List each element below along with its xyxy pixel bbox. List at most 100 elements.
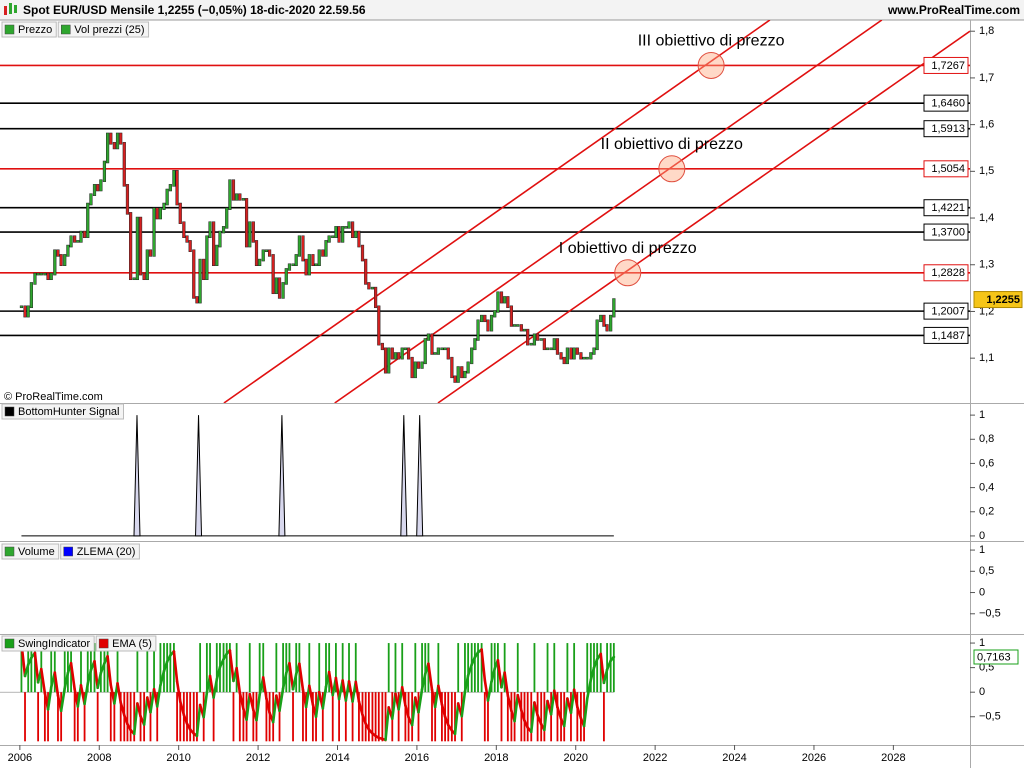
ema-segment xyxy=(215,665,222,681)
candle xyxy=(360,244,365,262)
swing-bar xyxy=(80,643,82,693)
legend-label: Prezzo xyxy=(18,24,52,36)
candle xyxy=(268,249,272,257)
ema-segment xyxy=(437,684,444,706)
swing-bar xyxy=(222,643,225,693)
candle xyxy=(400,347,404,360)
signal-spike xyxy=(133,415,141,537)
swing-bar xyxy=(189,692,192,742)
swing-bar xyxy=(47,692,49,742)
swing-bar xyxy=(53,643,56,693)
ema-segment xyxy=(261,676,268,700)
ema-segment xyxy=(463,674,470,693)
ema-segment xyxy=(480,648,487,682)
ema-segment xyxy=(122,713,129,726)
target-circle xyxy=(697,51,725,79)
swing-bar xyxy=(199,643,202,693)
swing-bar xyxy=(500,692,503,742)
target-label: I obiettivo di prezzo xyxy=(559,240,697,257)
level-label-box xyxy=(923,199,969,217)
ema-segment xyxy=(552,689,559,709)
candle xyxy=(426,333,431,341)
legend-swatch xyxy=(61,24,71,35)
ema-segment xyxy=(175,680,182,703)
candle xyxy=(406,347,411,360)
swing-bar xyxy=(473,643,476,693)
swing-bar xyxy=(477,643,479,693)
candle xyxy=(493,310,497,318)
level-label-box xyxy=(923,160,969,178)
swing-bar xyxy=(364,692,367,742)
swing-bar xyxy=(348,643,350,693)
swing-bar xyxy=(66,643,69,693)
candle xyxy=(592,347,596,355)
ema-segment xyxy=(520,709,526,722)
ema-segment xyxy=(361,713,367,725)
candle xyxy=(29,282,33,309)
candle xyxy=(56,249,60,257)
swing-bar xyxy=(367,692,370,742)
candle xyxy=(46,272,50,281)
candle xyxy=(436,347,440,355)
candle xyxy=(466,361,470,374)
swing-bar xyxy=(381,692,384,742)
swing-bar xyxy=(129,692,132,742)
swing-bar xyxy=(377,692,380,742)
legend-swatch xyxy=(4,24,15,35)
candle xyxy=(337,226,341,243)
candle xyxy=(19,305,24,309)
candle xyxy=(221,226,226,234)
candle xyxy=(334,226,338,238)
swing-bar xyxy=(113,692,116,742)
app-icon xyxy=(4,3,17,15)
y-tick-label: −0,5 xyxy=(979,711,1001,723)
ema-segment xyxy=(99,661,106,675)
source[interactable]: www.ProRealTime.com xyxy=(887,3,1020,17)
candle xyxy=(106,132,110,164)
ema-segment xyxy=(466,663,473,677)
swing-bar xyxy=(487,692,489,742)
swing-bar xyxy=(192,692,195,742)
candle xyxy=(572,347,576,360)
swing-bar xyxy=(318,643,321,693)
legend-box xyxy=(95,635,157,652)
candle xyxy=(397,352,401,360)
candle xyxy=(152,207,156,257)
ema-segment xyxy=(96,671,103,690)
legend-label: EMA (5) xyxy=(112,638,152,650)
swing-bar xyxy=(265,692,268,742)
current-price-box xyxy=(973,291,1023,309)
ema-segment xyxy=(585,678,593,700)
swing-bar xyxy=(57,692,59,742)
candle xyxy=(36,272,40,276)
y-tick-label: 0 xyxy=(979,586,985,598)
swing-bar xyxy=(328,643,331,693)
x-tick-label: 2008 xyxy=(87,752,111,764)
y-tick-label: −0,5 xyxy=(979,608,1001,620)
swing-bar xyxy=(166,643,169,693)
candle xyxy=(450,356,454,379)
swing-bar xyxy=(153,643,155,693)
channel-line xyxy=(334,20,883,403)
ema-segment xyxy=(69,661,76,691)
swing-bar xyxy=(553,643,556,693)
candle xyxy=(433,352,437,355)
swing-bar xyxy=(417,692,420,742)
ema-segment xyxy=(470,656,477,666)
candle xyxy=(324,240,328,257)
candle xyxy=(244,198,249,248)
candle xyxy=(129,212,133,281)
swing-bar xyxy=(252,692,255,742)
candle xyxy=(367,282,371,290)
y-tick-label: 0,6 xyxy=(979,457,994,469)
swing-bar xyxy=(533,643,536,693)
y-tick-label: 0,8 xyxy=(979,433,994,445)
candle xyxy=(512,324,517,327)
swing-bar xyxy=(454,692,456,742)
ema-segment xyxy=(420,672,427,691)
current-price: 1,2255 xyxy=(986,294,1020,306)
target-label: II obiettivo di prezzo xyxy=(601,136,743,153)
swing-bar xyxy=(325,643,327,693)
candle xyxy=(225,207,229,229)
